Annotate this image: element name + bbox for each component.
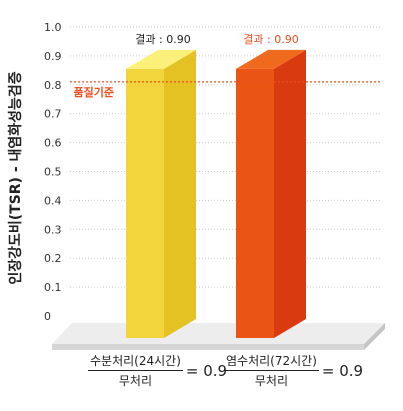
bar-side — [274, 49, 306, 339]
value-labels: 결과 : 0.90 결과 : 0.90 — [135, 33, 298, 46]
y-tick-label: 0.9 — [44, 50, 62, 63]
y-tick-labels: 0 0.1 0.2 0.3 0.4 0.5 0.6 0.7 0.8 0.9 1.0 — [44, 21, 62, 323]
y-tick-label: 0.7 — [44, 108, 62, 121]
formula-denominator: 무처리 — [254, 374, 288, 388]
y-tick-label: 0.4 — [44, 194, 62, 207]
formula-numerator: 염수처리(72시간) — [224, 352, 319, 371]
floor-top — [52, 323, 385, 344]
bar — [126, 49, 196, 339]
formula-result: = 0.9 — [321, 361, 364, 380]
y-tick-label: 0 — [44, 310, 51, 323]
y-tick-label: 1.0 — [44, 21, 62, 34]
bar-top — [126, 49, 196, 69]
bars — [126, 49, 306, 339]
y-tick-label: 0.3 — [44, 223, 62, 236]
formula-fraction: 수분처리(24시간) 무처리 — [88, 352, 183, 389]
bar-value-label: 결과 : 0.90 — [135, 33, 190, 46]
y-tick-label: 0.8 — [44, 79, 62, 92]
chart-floor — [52, 323, 385, 350]
bar-front — [126, 68, 164, 339]
bar-front — [236, 68, 274, 339]
bar-value-label: 결과 : 0.90 — [243, 33, 298, 46]
y-tick-label: 0.6 — [44, 137, 62, 150]
y-axis-label: 인장강도비(TSR) - 내염화성능검증 — [7, 71, 24, 284]
formula-fraction: 염수처리(72시간) 무처리 — [224, 352, 319, 389]
formula-result: = 0.9 — [185, 361, 228, 380]
y-tick-label: 0.1 — [44, 281, 62, 294]
y-tick-label: 0.5 — [44, 166, 62, 179]
bar-formula: 수분처리(24시간) 무처리 = 0.9 — [88, 352, 227, 389]
bar-side — [164, 49, 196, 339]
floor-front — [52, 344, 364, 350]
grid-lines — [70, 26, 382, 288]
formula-numerator: 수분처리(24시간) — [88, 352, 183, 371]
y-tick-label: 0.2 — [44, 252, 62, 265]
floor-side — [364, 323, 385, 350]
bar-top — [236, 49, 306, 69]
bar-formula: 염수처리(72시간) 무처리 = 0.9 — [224, 352, 363, 389]
formula-denominator: 무처리 — [118, 374, 152, 388]
bar — [236, 49, 306, 339]
quality-standard-label: 품질기준 — [74, 85, 114, 99]
